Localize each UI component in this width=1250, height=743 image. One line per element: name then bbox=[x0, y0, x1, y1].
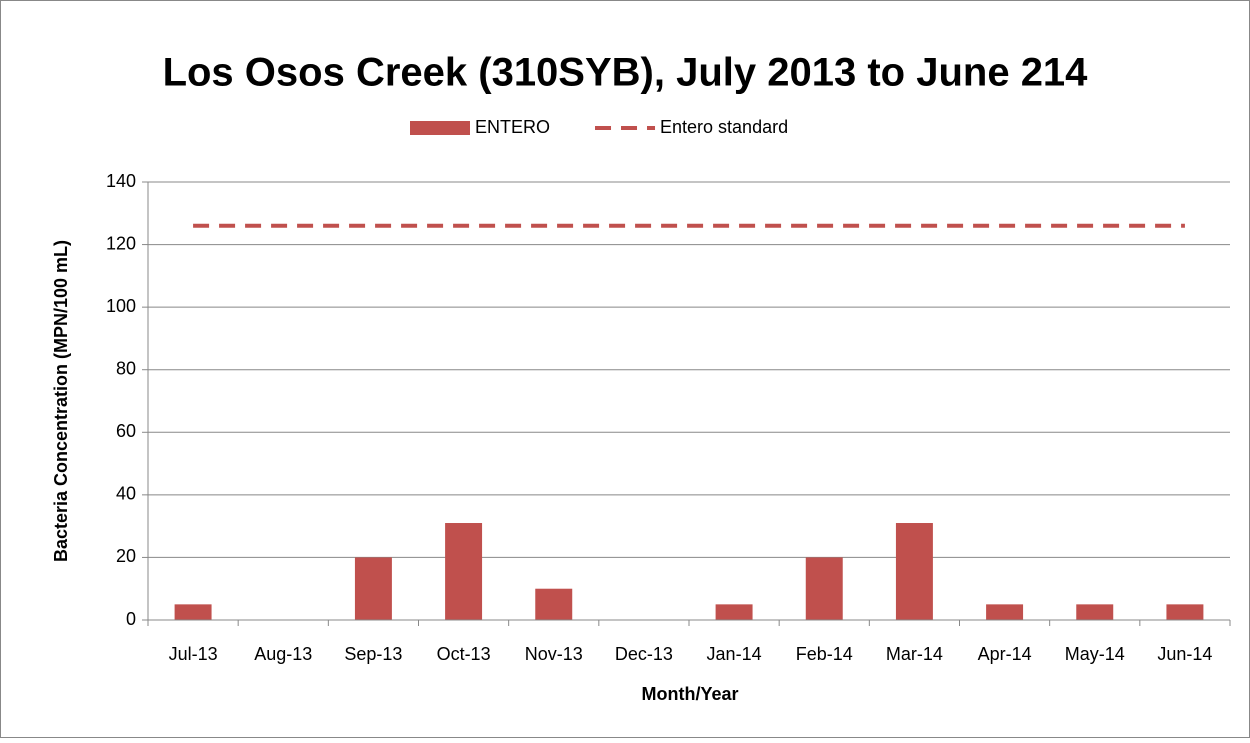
y-tick-label: 120 bbox=[106, 233, 136, 253]
x-tick-label: Jan-14 bbox=[707, 644, 762, 664]
y-tick-label: 60 bbox=[116, 421, 136, 441]
bar bbox=[535, 588, 573, 620]
y-tick-label: 80 bbox=[116, 358, 136, 378]
x-tick-label: Dec-13 bbox=[615, 644, 673, 664]
x-tick-label: Oct-13 bbox=[437, 644, 491, 664]
y-tick-label: 140 bbox=[106, 171, 136, 191]
chart-title: Los Osos Creek (310SYB), July 2013 to Ju… bbox=[163, 51, 1089, 95]
x-tick-label: Sep-13 bbox=[344, 644, 402, 664]
legend-swatch bbox=[410, 121, 470, 135]
x-tick-label: Jul-13 bbox=[169, 644, 218, 664]
bar bbox=[715, 604, 753, 620]
x-axis-title: Month/Year bbox=[641, 684, 738, 704]
legend-label: Entero standard bbox=[660, 117, 788, 137]
x-tick-label: Aug-13 bbox=[254, 644, 312, 664]
y-tick-label: 20 bbox=[116, 546, 136, 566]
bar bbox=[986, 604, 1024, 620]
y-tick-label: 40 bbox=[116, 484, 136, 504]
bar bbox=[445, 523, 483, 620]
x-tick-label: Mar-14 bbox=[886, 644, 943, 664]
x-tick-label: Jun-14 bbox=[1157, 644, 1212, 664]
y-axis-title: Bacteria Concentration (MPN/100 mL) bbox=[51, 240, 71, 562]
legend-label: ENTERO bbox=[475, 117, 550, 137]
x-tick-label: Apr-14 bbox=[978, 644, 1032, 664]
bar bbox=[1166, 604, 1204, 620]
bar bbox=[174, 604, 212, 620]
x-tick-label: May-14 bbox=[1065, 644, 1125, 664]
bar bbox=[354, 557, 392, 620]
bar bbox=[805, 557, 843, 620]
bar bbox=[1076, 604, 1114, 620]
x-tick-label: Nov-13 bbox=[525, 644, 583, 664]
y-tick-label: 0 bbox=[126, 609, 136, 629]
bar bbox=[895, 523, 933, 620]
y-tick-label: 100 bbox=[106, 296, 136, 316]
x-tick-label: Feb-14 bbox=[796, 644, 853, 664]
